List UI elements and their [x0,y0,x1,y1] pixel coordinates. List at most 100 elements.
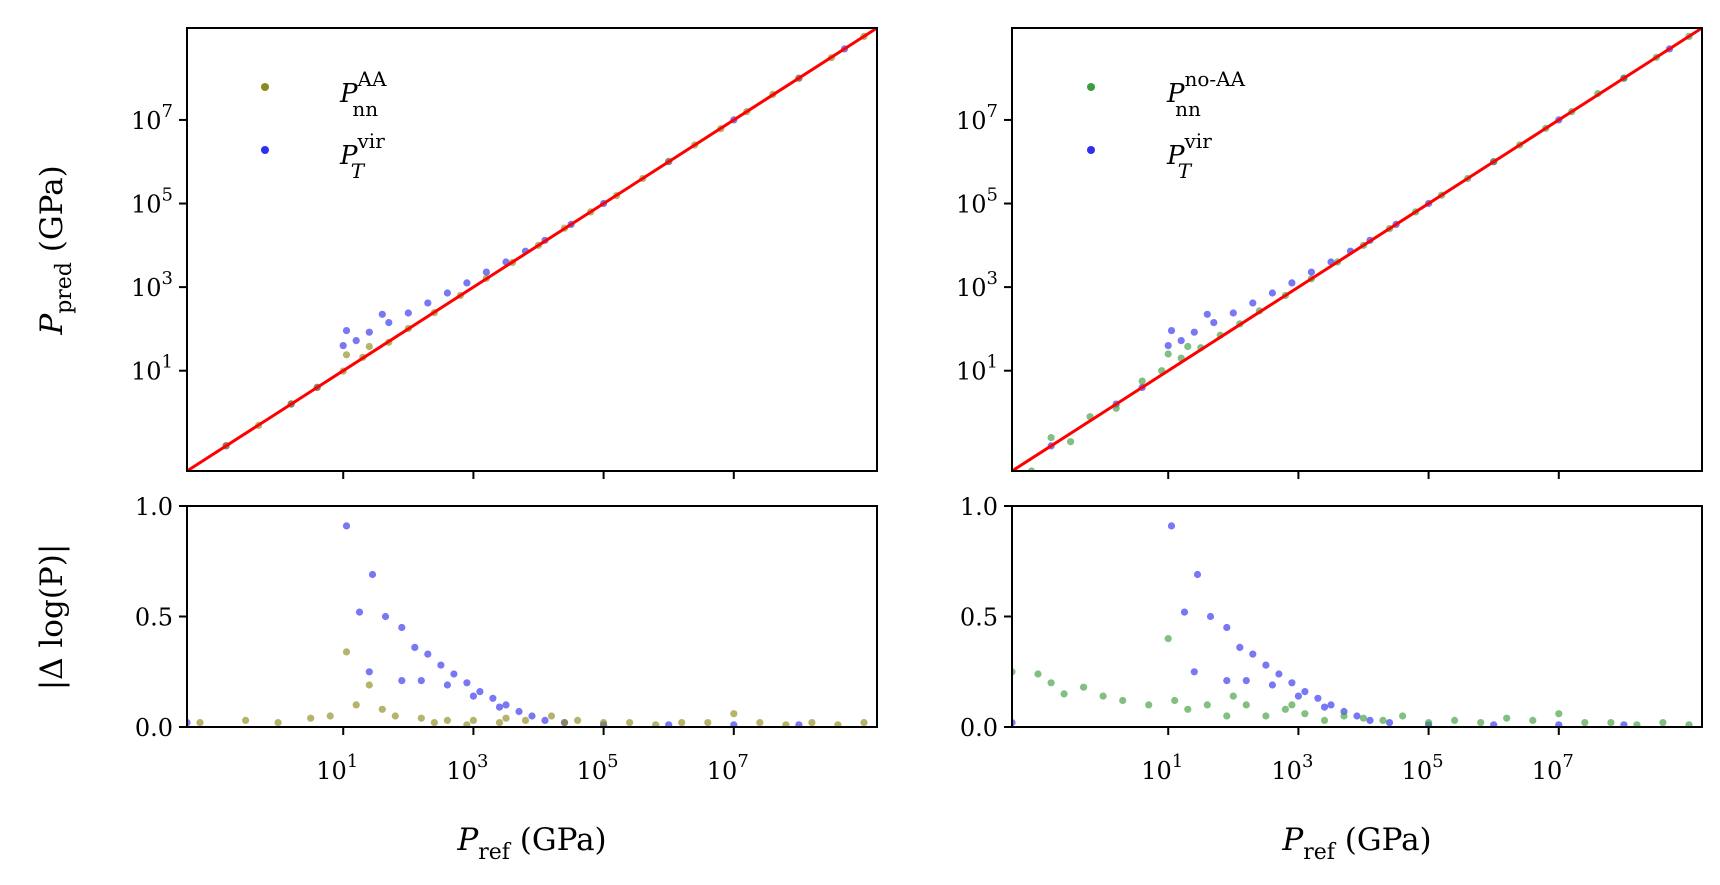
panel-top-right: 101 103 105 107 Pno-AA nn Pvir T [956,27,1703,479]
marker-virial-9 [1268,289,1276,297]
legend-label-virial: Pvir T [339,129,385,183]
marker-nn_noaa-15 [1301,710,1309,718]
x-tick-label: 103 [1271,751,1313,785]
marker-virial-5 [1190,328,1198,336]
x-tick-label: 101 [316,751,358,785]
marker-nn_noaa-20 [1399,712,1407,720]
marker-nn_aa-20 [730,710,738,718]
marker-virial-9 [450,670,458,678]
top-right-legend: Pno-AA nn Pvir T [1087,67,1246,183]
x-tick-label: 107 [1532,751,1574,785]
marker-nn_aa-9 [443,716,451,725]
marker-virial-26 [1294,692,1302,700]
marker-nn_aa-5 [342,648,351,656]
marker-virial-13 [502,701,510,709]
y-tick-label: 105 [956,185,998,219]
marker-virial-4 [381,612,390,621]
marker-virial-24 [1242,677,1250,685]
marker-nn_aa-13 [547,712,556,720]
marker-nn_aa-6 [365,681,373,689]
marker-nn_aa-4 [326,712,334,720]
x-tick-label: 105 [1402,751,1444,785]
marker-nn_aa-14 [574,716,582,725]
legend-label-nn-noaa: Pno-AA nn [1166,67,1246,121]
marker-virial-1 [342,522,351,530]
marker-virial-7 [424,650,432,658]
marker-virial-8 [437,661,445,669]
marker-nn_aa-3 [307,714,315,722]
marker-virial-10 [463,279,471,287]
marker-nn_aa-23 [808,719,816,727]
bottom-y-axis-label: |Δ log(P)| [34,544,70,691]
panel-top-left: 101 103 105 107 PAA nn Pvir T [131,27,878,479]
marker-nn_noaa-14 [1281,705,1289,713]
marker-nn_noaa-18 [1359,714,1368,722]
marker-nn_noaa-17 [1340,712,1348,720]
marker-nn_aa-10 [469,716,477,725]
y-tick-label: 0.0 [135,714,173,742]
top-left-ticks: 101 103 105 107 [131,101,735,479]
marker-nn_noaa-2 [1067,438,1075,446]
marker-virial-11 [1301,688,1309,696]
marker-virial-5 [365,328,373,336]
marker-virial-7 [404,309,412,317]
marker-nn_noaa-24 [1503,714,1511,722]
marker-nn_aa-26 [365,342,373,351]
marker-virial-1 [1167,522,1176,530]
marker-virial-15 [528,712,536,720]
x-tick-label: 107 [707,751,749,785]
marker-nn_noaa-27 [1581,719,1589,727]
marker-nn_noaa-1 [1047,434,1055,442]
bottom-right-frame [1011,505,1703,728]
marker-virial-6 [1210,319,1218,327]
marker-nn_aa-12 [521,716,530,725]
marker-virial-15 [1353,712,1361,720]
marker-virial-20 [1555,721,1563,727]
x-tick-label: 103 [446,751,488,785]
marker-virial-26 [469,692,477,700]
marker-nn_aa-7 [391,712,399,720]
marker-nn_noaa-28 [1164,350,1172,358]
marker-virial-7 [1229,309,1237,317]
marker-nn_aa-25 [860,719,868,727]
legend-marker-virial-right [1087,146,1095,154]
marker-virial-25 [1268,681,1276,689]
marker-virial-27 [495,703,504,711]
marker-nn_aa-0 [196,719,204,727]
marker-nn_noaa-25 [1529,716,1537,725]
marker-nn_noaa-22 [1451,716,1459,725]
marker-virial-5 [1223,623,1231,632]
marker-nn_noaa-1 [1034,670,1042,678]
top-y-axis-label: Ppred (GPa) [34,165,77,335]
marker-nn_aa-16 [626,719,634,727]
marker-virial-19 [1490,721,1498,727]
marker-nn_noaa-9 [1184,705,1192,713]
y-tick-label: 1.0 [960,493,998,521]
marker-nn_aa-19 [704,719,712,727]
marker-virial-20 [730,721,738,727]
marker-nn_noaa-13 [1262,712,1270,720]
marker-virial-11 [482,268,490,276]
marker-nn_aa-22 [782,721,790,727]
marker-virial-12 [1314,694,1322,702]
y-tick-label: 103 [956,268,998,302]
marker-virial-19 [665,721,673,727]
marker-nn_aa-28 [430,719,438,727]
marker-virial-10 [463,679,471,687]
marker-nn_noaa-32 [1171,696,1179,705]
marker-virial-4 [1177,337,1185,345]
y-tick-label: 101 [131,352,173,386]
y-tick-label: 0.5 [960,604,998,632]
marker-nn_noaa-21 [1425,719,1433,727]
marker-virial-22 [365,668,373,676]
marker-virial-8 [1262,661,1270,669]
top-right-frame [1011,27,1703,472]
top-left-markers [187,28,877,471]
y-tick-label: 0.5 [135,604,173,632]
marker-virial-21 [1167,327,1176,335]
marker-nn_noaa-2 [1047,679,1055,687]
marker-virial-22 [1190,668,1198,676]
marker-nn_noaa-26 [1555,710,1563,718]
top-left-frame [186,27,878,472]
